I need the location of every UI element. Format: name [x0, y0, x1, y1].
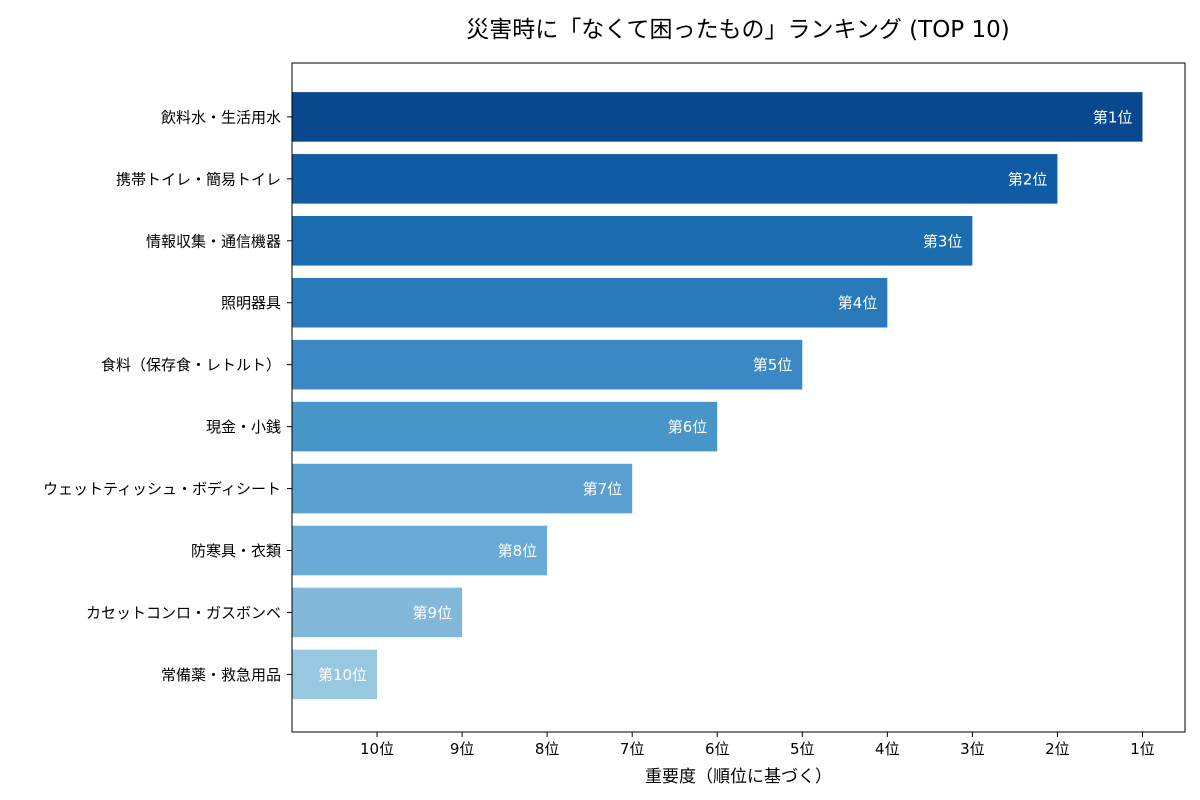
bar: [292, 92, 1143, 142]
y-tick-label: 常備薬・救急用品: [161, 666, 281, 684]
bar-value-label: 第3位: [923, 232, 963, 250]
bar: [292, 401, 718, 452]
x-tick-label: 4位: [875, 740, 900, 758]
x-tick-label: 3位: [960, 740, 985, 758]
bar-value-label: 第6位: [668, 418, 708, 436]
y-tick-label: 照明器具: [221, 294, 281, 312]
y-tick-label: 食料（保存食・レトルト）: [101, 356, 281, 374]
x-tick-label: 8位: [535, 740, 560, 758]
x-tick-label: 7位: [620, 740, 645, 758]
y-tick-label: 情報収集・通信機器: [146, 232, 281, 250]
bar: [292, 277, 888, 328]
bar-value-label: 第4位: [838, 294, 878, 312]
y-tick-label: 防寒具・衣類: [191, 542, 281, 560]
bar-value-label: 第8位: [498, 542, 538, 560]
bar: [292, 587, 463, 638]
bar-value-label: 第10位: [318, 666, 367, 684]
y-tick-label: 飲料水・生活用水: [161, 108, 281, 126]
bar-value-label: 第9位: [413, 604, 453, 622]
bar: [292, 154, 1058, 204]
bar-value-label: 第1位: [1093, 108, 1133, 126]
bar-value-label: 第2位: [1008, 170, 1048, 188]
y-tick-label: ウェットティッシュ・ボディシート: [43, 480, 281, 498]
x-tick-label: 10位: [360, 740, 394, 758]
plot-frame: [291, 62, 1186, 733]
y-tick-label: 現金・小銭: [206, 418, 281, 436]
bar: [292, 216, 973, 266]
x-tick-label: 1位: [1130, 740, 1155, 758]
chart-title: 災害時に「なくて困ったもの」ランキング (TOP 10): [466, 17, 1010, 43]
bar: [292, 525, 548, 576]
bar: [292, 463, 633, 514]
y-tick-label: 携帯トイレ・簡易トイレ: [116, 170, 281, 188]
x-tick-label: 6位: [705, 740, 730, 758]
bar-value-label: 第5位: [753, 356, 793, 374]
y-tick-label: カセットコンロ・ガスボンベ: [86, 604, 281, 622]
bar: [292, 339, 803, 390]
x-tick-label: 9位: [450, 740, 475, 758]
bar: [292, 649, 378, 700]
x-tick-label: 5位: [790, 740, 815, 758]
x-tick-label: 2位: [1045, 740, 1070, 758]
bar-value-label: 第7位: [583, 480, 623, 498]
x-axis-label: 重要度（順位に基づく）: [645, 767, 832, 787]
